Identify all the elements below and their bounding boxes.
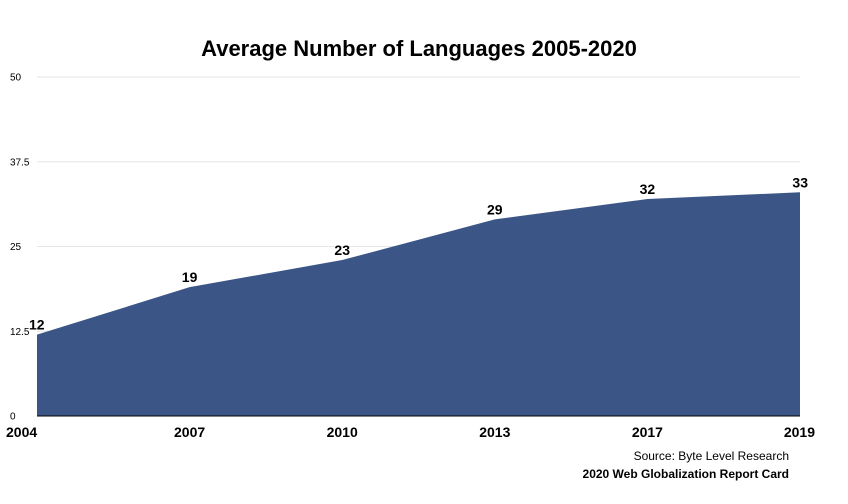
x-tick-label: 2017 [632, 424, 663, 440]
series-area [37, 192, 800, 416]
y-tick-label: 37.5 [10, 157, 30, 168]
chart-title: Average Number of Languages 2005-2020 [201, 36, 637, 61]
data-label: 33 [792, 174, 808, 190]
data-label: 23 [334, 242, 350, 258]
data-label: 12 [29, 317, 45, 333]
x-tick-label: 2007 [174, 424, 205, 440]
x-tick-label: 2013 [479, 424, 510, 440]
y-tick-label: 0 [10, 412, 16, 423]
x-tick-label: 2004 [6, 424, 37, 440]
x-tick-label: 2010 [327, 424, 358, 440]
x-tick-label: 2019 [784, 424, 815, 440]
source-note: Source: Byte Level Research [633, 449, 789, 463]
data-label: 29 [487, 201, 503, 217]
report-credit: 2020 Web Globalization Report Card [582, 467, 789, 481]
y-tick-label: 50 [10, 73, 22, 84]
y-tick-label: 25 [10, 242, 22, 253]
data-label: 32 [640, 181, 656, 197]
y-tick-label: 12.5 [10, 327, 30, 338]
data-label: 19 [182, 269, 198, 285]
